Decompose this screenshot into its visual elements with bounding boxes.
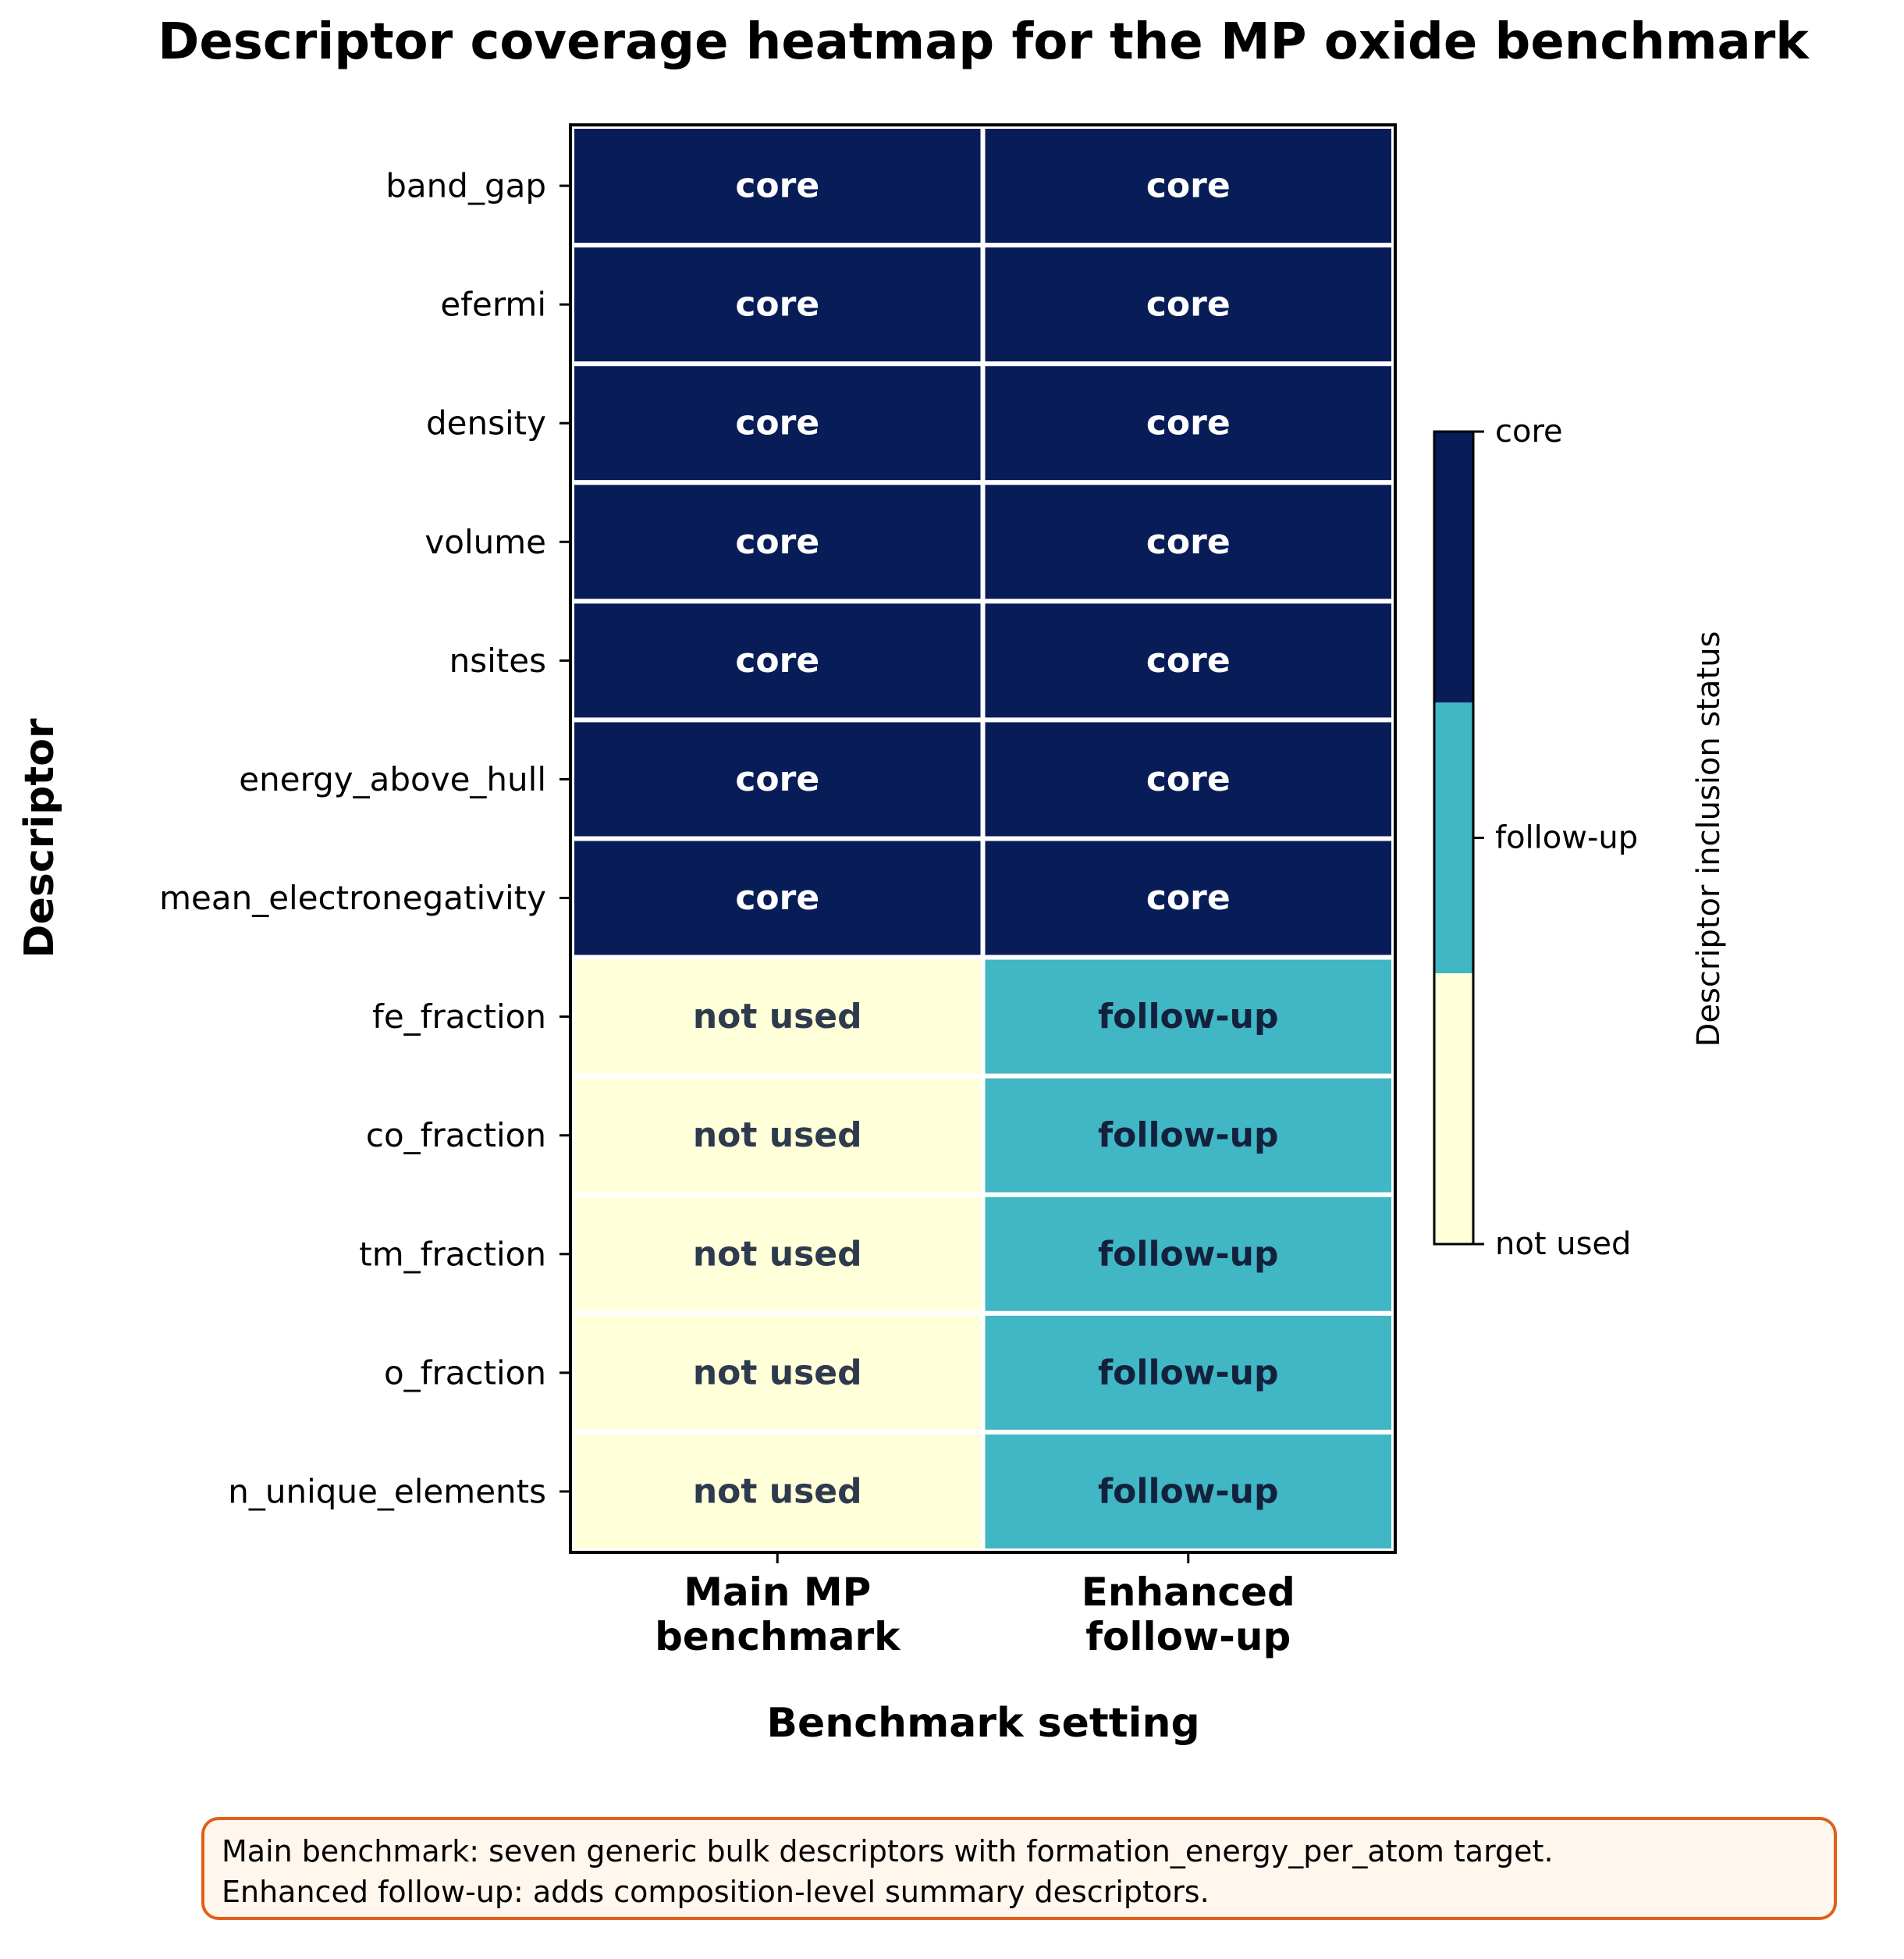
y-tick-label-energy-above-hull: energy_above_hull xyxy=(239,760,546,798)
cell-label: core xyxy=(735,166,819,206)
x-tick-label-line2: benchmark xyxy=(655,1614,901,1659)
cell-label: core xyxy=(735,522,819,562)
colorbar: not used follow-up core xyxy=(1433,414,1638,1262)
y-tick-label-volume: volume xyxy=(424,523,546,561)
heatmap-cell-o-fraction-2 xyxy=(980,1310,1396,1435)
heatmap-cell-co-fraction-2 xyxy=(980,1073,1396,1197)
colorbar-segment-core xyxy=(1434,432,1473,702)
heatmap-cell-density-2 xyxy=(980,361,1396,485)
cell-label: core xyxy=(735,759,819,799)
cell-label: core xyxy=(1146,641,1231,681)
heatmap-cell-band-gap-2 xyxy=(980,124,1396,248)
cell-label: core xyxy=(1146,166,1231,206)
heatmap-cell-tm-fraction-2 xyxy=(980,1192,1396,1316)
y-tick-label-density: density xyxy=(426,404,546,443)
colorbar-tick-label-core: core xyxy=(1495,414,1563,450)
colorbar-tick-label-follow-up: follow-up xyxy=(1495,820,1638,856)
cell-label: follow-up xyxy=(1098,997,1279,1036)
heatmap-cell-mean-electronegativity-2 xyxy=(980,836,1396,960)
note-line-main: Main benchmark: seven generic bulk descr… xyxy=(222,1834,1554,1868)
cell-label: core xyxy=(735,285,819,325)
colorbar-segment-follow-up xyxy=(1434,702,1473,973)
heatmap-cell-volume-2 xyxy=(980,480,1396,604)
cell-label: core xyxy=(1146,285,1231,325)
note-line-enhanced: Enhanced follow-up: adds composition-lev… xyxy=(222,1875,1210,1909)
y-tick-label-tm-fraction: tm_fraction xyxy=(359,1235,546,1273)
heatmap-cell-energy-above-hull-2 xyxy=(980,717,1396,841)
y-axis-label: Descriptor xyxy=(16,718,63,958)
heatmap-cell-n-unique-elements-1 xyxy=(570,1429,986,1553)
cell-label: core xyxy=(1146,878,1231,918)
x-tick-label-line1: Main MP xyxy=(684,1570,871,1615)
cell-label: not used xyxy=(693,1115,862,1155)
cell-label: core xyxy=(1146,404,1231,443)
cell-label: not used xyxy=(693,997,862,1036)
cell-label: follow-up xyxy=(1098,1234,1279,1274)
y-tick-label-fe-fraction: fe_fraction xyxy=(372,997,546,1036)
x-tick-label-line2: follow-up xyxy=(1085,1614,1291,1659)
heatmap-cell-tm-fraction-1 xyxy=(570,1192,986,1316)
cell-label: not used xyxy=(693,1353,862,1392)
heatmap-cells xyxy=(570,124,1396,1553)
cell-label: follow-up xyxy=(1098,1115,1279,1155)
y-tick-label-nsites: nsites xyxy=(449,642,546,680)
y-tick-label-co-fraction: co_fraction xyxy=(366,1116,546,1154)
cell-label: follow-up xyxy=(1098,1471,1279,1511)
x-axis-label: Benchmark setting xyxy=(766,1700,1199,1747)
y-tick-label-efermi: efermi xyxy=(440,286,546,324)
cell-label: core xyxy=(735,641,819,681)
heatmap-cell-nsites-2 xyxy=(980,599,1396,723)
note-box: Main benchmark: seven generic bulk descr… xyxy=(201,1817,1837,1920)
heatmap-cell-labels: core core core core core core core core core core… xyxy=(693,166,1279,1512)
cell-label: core xyxy=(1146,522,1231,562)
y-tick-label-band-gap: band_gap xyxy=(385,167,546,205)
y-tick-label-o-fraction: o_fraction xyxy=(384,1353,546,1392)
heatmap-frame xyxy=(569,123,1397,1554)
x-tick-label-line1: Enhanced xyxy=(1082,1570,1295,1615)
heatmap-cell-fe-fraction-2 xyxy=(980,955,1396,1079)
y-tick-label-n-unique-elements: n_unique_elements xyxy=(228,1472,546,1510)
cell-label: core xyxy=(735,878,819,918)
colorbar-segment-not-used xyxy=(1434,973,1473,1244)
cell-label: follow-up xyxy=(1098,1353,1279,1392)
cell-label: core xyxy=(1146,759,1231,799)
chart-title: Descriptor coverage heatmap for the MP o… xyxy=(158,13,1810,71)
cell-label: not used xyxy=(693,1234,862,1274)
heatmap-cell-o-fraction-1 xyxy=(570,1310,986,1435)
colorbar-tick-label-not-used: not used xyxy=(1495,1226,1631,1262)
y-tick-label-mean-electronegativity: mean_electronegativity xyxy=(159,879,546,917)
colorbar-label: Descriptor inclusion status xyxy=(1691,631,1727,1047)
cell-label: core xyxy=(735,404,819,443)
cell-label: not used xyxy=(693,1471,862,1511)
